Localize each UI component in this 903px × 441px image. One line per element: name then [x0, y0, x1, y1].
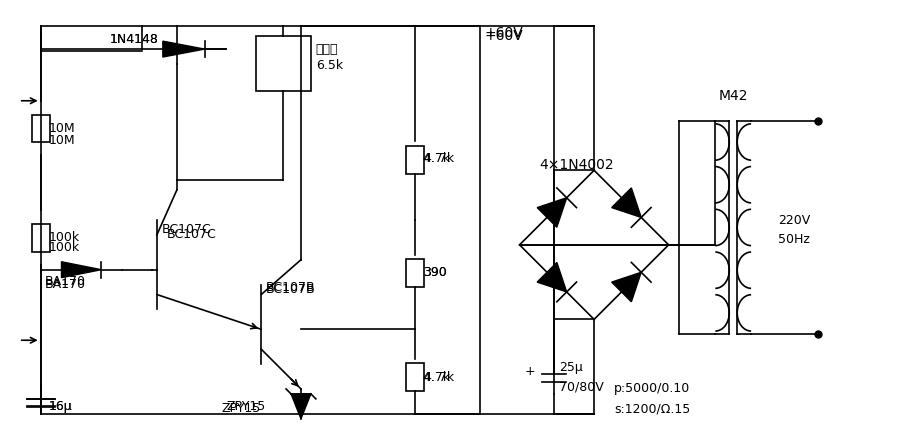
Text: 4×1N4002: 4×1N4002	[539, 158, 613, 172]
Text: 4. 7k: 4. 7k	[423, 152, 454, 165]
Text: s:1200/Ω.15: s:1200/Ω.15	[613, 402, 690, 415]
Polygon shape	[611, 188, 640, 217]
Text: BA170: BA170	[44, 278, 86, 291]
Bar	[32, 115, 50, 142]
Text: 1N4148: 1N4148	[110, 33, 159, 46]
Text: p:5000/0.10: p:5000/0.10	[613, 382, 690, 396]
Polygon shape	[291, 394, 311, 419]
Text: BC107B: BC107B	[265, 281, 315, 294]
Text: 4.7k: 4.7k	[423, 152, 450, 165]
Text: 10M: 10M	[49, 134, 75, 147]
Text: 16μ: 16μ	[49, 400, 72, 413]
Bar	[32, 224, 50, 252]
Text: +60V: +60V	[484, 29, 523, 43]
Polygon shape	[61, 262, 101, 278]
Text: 220V: 220V	[777, 213, 809, 227]
Bar	[405, 259, 424, 287]
Text: 70/80V: 70/80V	[559, 381, 603, 393]
Text: M42: M42	[718, 89, 747, 103]
Text: +60V: +60V	[484, 26, 523, 40]
Bar	[256, 36, 311, 91]
Text: 390: 390	[423, 266, 446, 279]
Text: 4.7k: 4.7k	[423, 370, 450, 384]
Bar	[405, 363, 424, 391]
Text: BC107C: BC107C	[167, 228, 217, 241]
Text: BC107B: BC107B	[265, 283, 315, 296]
Text: BA170: BA170	[44, 275, 86, 288]
Text: 50Hz: 50Hz	[777, 233, 809, 247]
Polygon shape	[536, 198, 566, 227]
Text: 10M: 10M	[49, 122, 75, 135]
Polygon shape	[536, 262, 566, 292]
Text: 100k: 100k	[49, 241, 79, 254]
Text: 100k: 100k	[49, 232, 79, 244]
Text: ZPY15: ZPY15	[226, 400, 265, 413]
Text: BC107C: BC107C	[162, 224, 211, 236]
Text: 390: 390	[423, 266, 446, 279]
Polygon shape	[611, 272, 640, 302]
Text: 继电器: 继电器	[315, 43, 338, 56]
Text: 1N4148: 1N4148	[110, 33, 159, 46]
Text: +: +	[524, 365, 535, 377]
Text: 6.5k: 6.5k	[315, 60, 342, 72]
Bar	[405, 146, 424, 174]
Text: 25μ: 25μ	[559, 361, 582, 374]
Text: 4. 7k: 4. 7k	[423, 370, 454, 384]
Polygon shape	[163, 41, 204, 57]
Text: ZPY15: ZPY15	[221, 402, 260, 415]
Text: 16μ: 16μ	[49, 400, 72, 413]
